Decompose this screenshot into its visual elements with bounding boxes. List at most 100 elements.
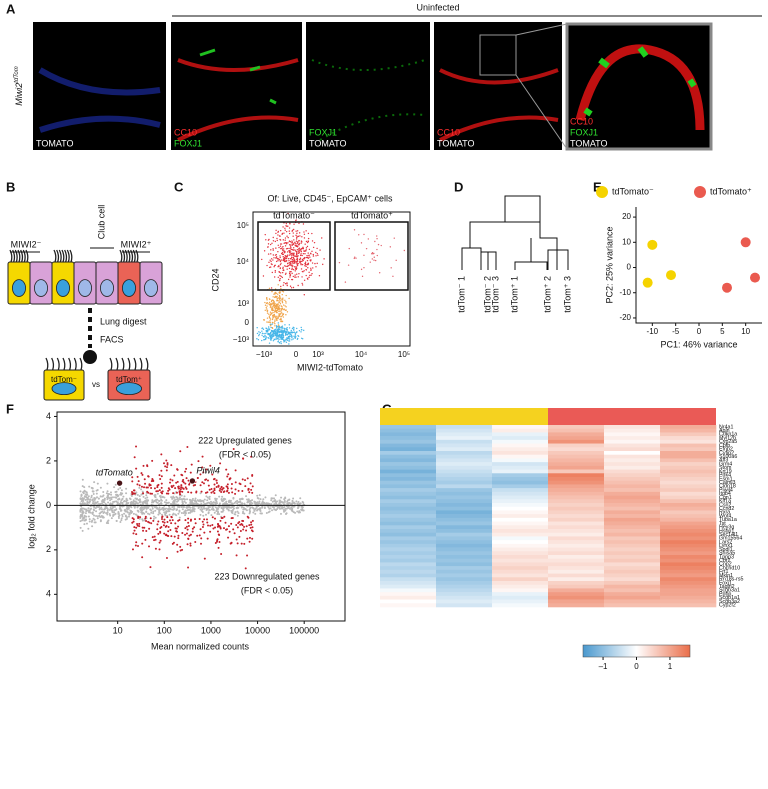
flow-event: [303, 258, 304, 259]
de-gene-point: [150, 517, 152, 519]
flow-event: [289, 223, 290, 224]
flow-event: [278, 284, 279, 285]
heat-cell: [660, 492, 716, 496]
heat-cell: [380, 600, 436, 604]
gene-point: [111, 511, 113, 513]
de-gene-point: [167, 462, 169, 464]
flow-event: [286, 331, 287, 332]
flow-event: [279, 328, 280, 329]
de-gene-point: [218, 547, 220, 549]
flow-event: [274, 319, 275, 320]
gene-point: [109, 499, 111, 501]
gene-point: [183, 511, 185, 513]
de-gene-point: [141, 556, 143, 558]
flow-event: [292, 268, 293, 269]
de-gene-point: [173, 474, 175, 476]
heat-cell: [492, 544, 548, 548]
gene-point: [92, 503, 94, 505]
gene-point: [256, 509, 258, 511]
flow-event: [316, 248, 317, 249]
flow-event: [293, 329, 294, 330]
de-gene-point: [206, 518, 208, 520]
stain-label: FOXJ1: [309, 127, 337, 137]
de-gene-point: [173, 542, 175, 544]
de-gene-point: [235, 469, 237, 471]
flow-event: [274, 321, 275, 322]
flow-event: [280, 230, 281, 231]
flow-event: [290, 253, 291, 254]
flow-event: [366, 248, 367, 249]
flow-event: [303, 231, 304, 232]
gene-point: [164, 501, 166, 503]
flow-event: [282, 339, 283, 340]
gene-point: [201, 508, 203, 510]
gene-point: [137, 494, 139, 496]
gene-point: [103, 501, 105, 503]
gene-point: [270, 499, 272, 501]
heat-cell: [660, 544, 716, 548]
de-gene-point: [163, 519, 165, 521]
heat-cell: [492, 581, 548, 585]
heat-cell: [660, 588, 716, 592]
heat-cell: [380, 529, 436, 533]
de-gene-point: [205, 478, 207, 480]
gene-point: [139, 508, 141, 510]
de-gene-point: [194, 541, 196, 543]
gene-point: [294, 512, 296, 514]
de-gene-point: [160, 453, 162, 455]
flow-event: [264, 302, 265, 303]
de-gene-point: [181, 549, 183, 551]
flow-event: [269, 302, 270, 303]
heat-cell: [660, 447, 716, 451]
gene-point: [275, 502, 277, 504]
heat-cell: [380, 581, 436, 585]
gene-point: [226, 508, 228, 510]
flow-event: [280, 335, 281, 336]
colorbar-tick-label: 1: [668, 662, 673, 671]
de-gene-point: [207, 480, 209, 482]
gene-point: [292, 506, 294, 508]
flow-event: [308, 272, 309, 273]
de-gene-point: [159, 527, 161, 529]
flow-event: [283, 232, 284, 233]
flow-event: [282, 301, 283, 302]
flow-event: [303, 253, 304, 254]
de-gene-point: [214, 518, 216, 520]
flow-event: [279, 300, 280, 301]
de-gene-point: [134, 530, 136, 532]
de-gene-point: [142, 492, 144, 494]
de-gene-point: [132, 548, 134, 550]
flow-event: [281, 332, 282, 333]
heat-cell: [436, 436, 492, 440]
flow-event: [279, 326, 280, 327]
de-gene-point: [184, 534, 186, 536]
de-gene-point: [201, 491, 203, 493]
flow-event: [302, 284, 303, 285]
gene-point: [80, 490, 82, 492]
gene-point: [241, 506, 243, 508]
flow-event: [303, 223, 304, 224]
heat-cell: [548, 470, 604, 474]
flow-event: [292, 241, 293, 242]
flow-event: [280, 246, 281, 247]
de-gene-point: [223, 527, 225, 529]
gene-point: [115, 497, 117, 499]
heat-cell: [492, 488, 548, 492]
de-gene-point: [172, 485, 174, 487]
gene-point: [292, 498, 294, 500]
flow-event: [308, 233, 309, 234]
gene-point: [193, 502, 195, 504]
gene-point: [152, 506, 154, 508]
gene-point: [105, 507, 107, 509]
heat-cell: [436, 555, 492, 559]
gene-point: [113, 486, 115, 488]
flow-event: [295, 337, 296, 338]
heat-cell: [436, 458, 492, 462]
stain-label: TOMATO: [309, 138, 347, 148]
de-gene-point: [236, 538, 238, 540]
gene-point: [109, 513, 111, 515]
gene-point: [109, 509, 111, 511]
de-gene-point: [151, 480, 153, 482]
flow-event: [280, 318, 281, 319]
flow-event: [289, 264, 290, 265]
